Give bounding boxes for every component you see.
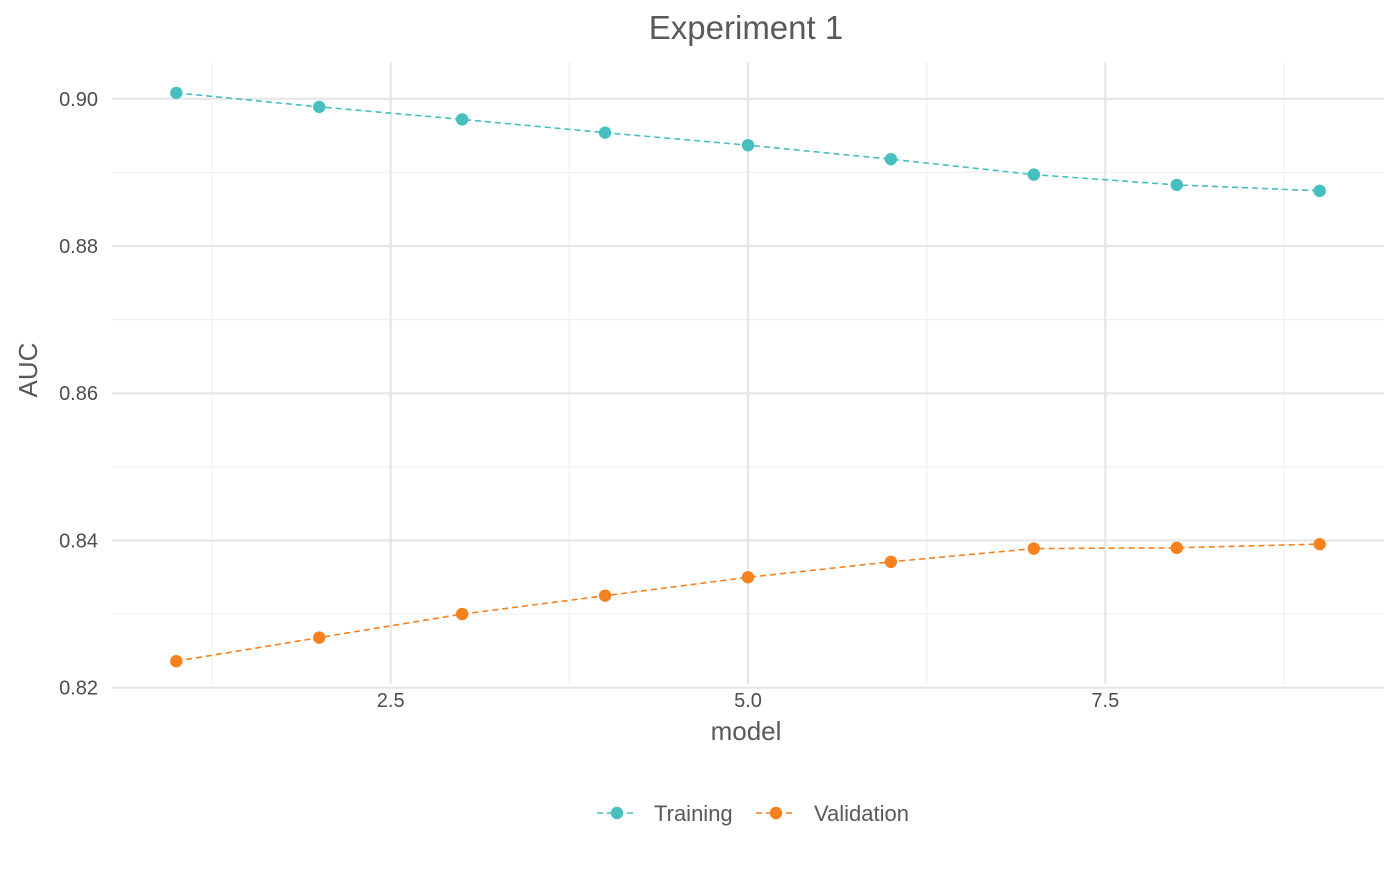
training-point: [170, 86, 183, 100]
training-point: [598, 126, 612, 139]
validation-point: [455, 607, 469, 621]
chart-title: Experiment 1: [649, 9, 843, 46]
x-axis-tick-labels: 2.5 5.0 7.5: [377, 690, 1119, 712]
validation-line: [176, 543, 1320, 662]
training-point: [884, 152, 898, 166]
y-axis-title: AUC: [13, 343, 43, 398]
training-point: [1027, 168, 1041, 181]
training-point: [741, 138, 755, 152]
legend-key-point: [610, 806, 624, 820]
validation-point: [598, 589, 612, 602]
legend-item-validation: Validation: [756, 801, 909, 826]
validation-point: [884, 555, 898, 569]
validation-point: [170, 654, 183, 668]
series-layer: [170, 86, 1326, 668]
validation-point: [1027, 542, 1041, 555]
y-tick-label: 0.90: [59, 89, 98, 111]
y-tick-label: 0.86: [59, 383, 98, 405]
series-validation: [170, 537, 1326, 668]
legend-label: Validation: [814, 801, 909, 826]
x-tick-label: 7.5: [1091, 690, 1119, 712]
y-axis-tick-labels: 0.82 0.84 0.86 0.88 0.90: [59, 89, 98, 700]
training-point: [455, 113, 469, 126]
legend-item-training: Training: [597, 801, 733, 826]
y-tick-label: 0.82: [59, 678, 98, 700]
training-point: [1313, 184, 1326, 198]
validation-point: [1170, 541, 1183, 555]
validation-point: [741, 571, 755, 584]
validation-point: [313, 631, 326, 644]
x-axis-title: model: [711, 716, 782, 746]
y-tick-label: 0.88: [59, 236, 98, 258]
x-tick-label: 2.5: [377, 690, 405, 712]
legend: Training Validation: [597, 801, 909, 826]
training-point: [1170, 178, 1183, 192]
training-point: [313, 100, 326, 114]
grid-lines: [112, 62, 1384, 689]
y-tick-label: 0.84: [59, 530, 98, 552]
series-training: [170, 86, 1326, 198]
validation-point: [1313, 537, 1326, 551]
legend-label: Training: [654, 801, 733, 826]
legend-key-point: [769, 806, 783, 820]
x-tick-label: 5.0: [734, 690, 762, 712]
